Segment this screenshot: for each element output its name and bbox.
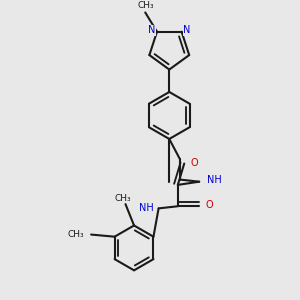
Text: N: N (148, 26, 155, 35)
Text: O: O (191, 158, 198, 168)
Text: CH₃: CH₃ (114, 194, 131, 203)
Text: O: O (206, 200, 213, 210)
Text: CH₃: CH₃ (137, 2, 154, 10)
Text: NH: NH (139, 202, 153, 212)
Text: NH: NH (207, 175, 221, 185)
Text: CH₃: CH₃ (68, 230, 85, 239)
Text: N: N (183, 26, 190, 35)
